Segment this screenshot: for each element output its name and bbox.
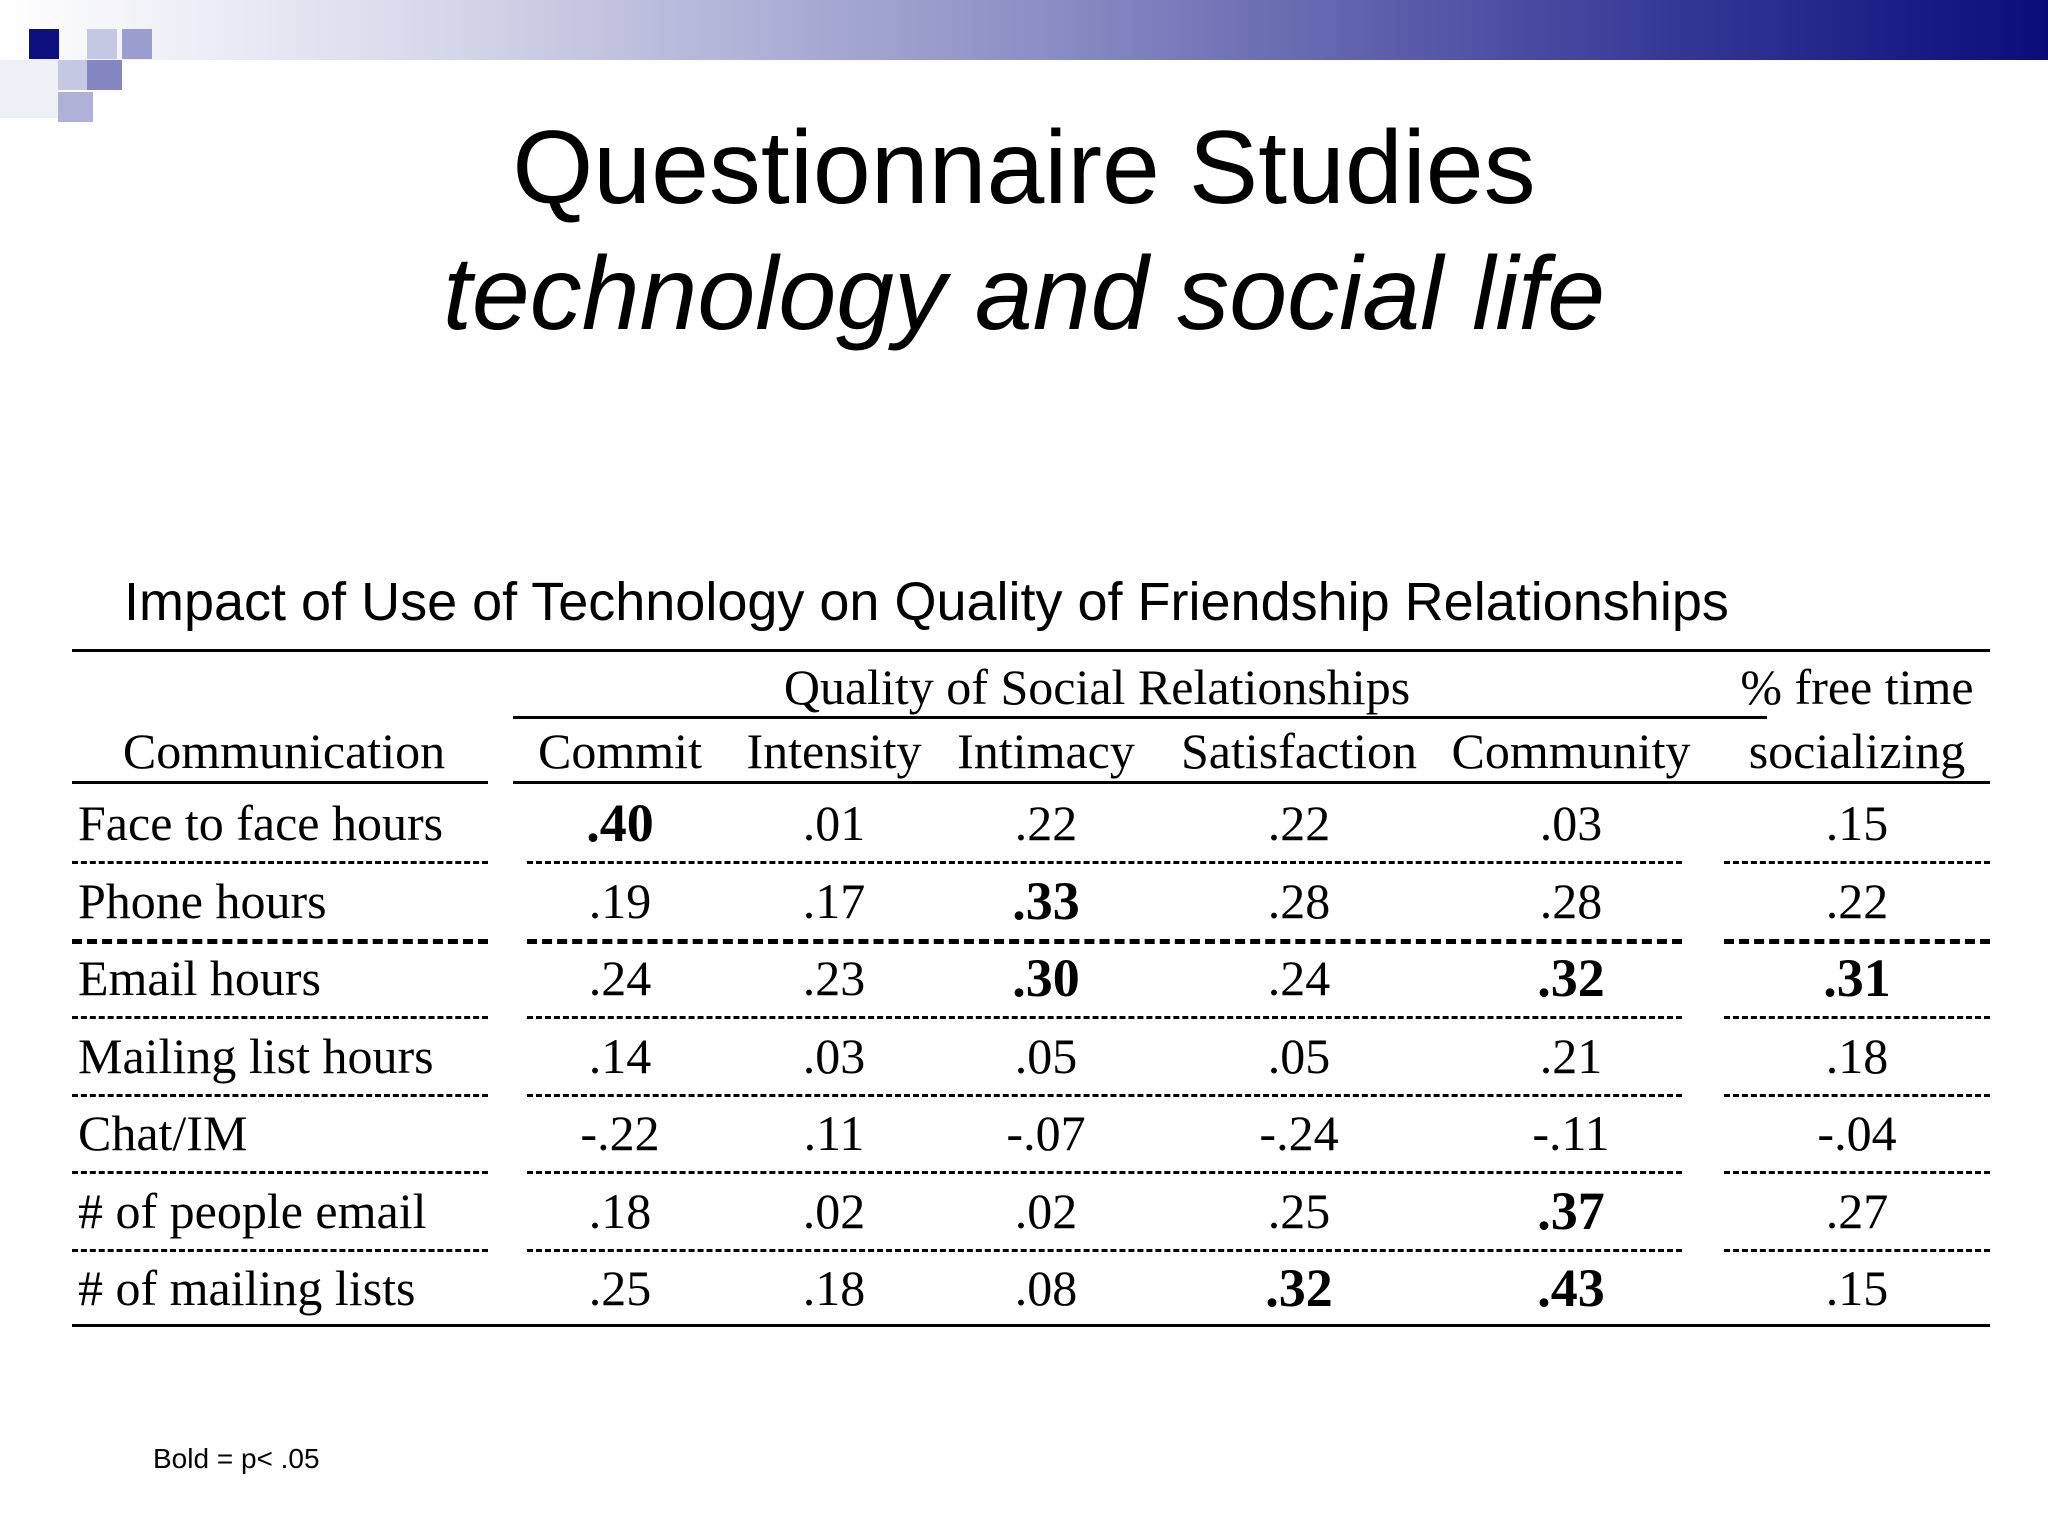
decor-square (58, 60, 88, 90)
row-divider (1724, 938, 1990, 944)
slide-title: Questionnaire Studies (512, 110, 1536, 226)
row-divider (72, 1171, 488, 1174)
table-cell: .19 (588, 872, 652, 929)
column-header-intimacy: Intimacy (957, 723, 1135, 779)
table-cell: .28 (1267, 872, 1331, 929)
header-rule-free-time (1724, 781, 1990, 784)
title-accent-band (0, 0, 2048, 60)
decor-square (29, 29, 59, 59)
row-label: Phone hours (78, 872, 327, 929)
decor-square (58, 92, 93, 122)
row-label: Face to face hours (78, 795, 444, 851)
table-cell: -.24 (1259, 1105, 1339, 1161)
table-cell: .03 (802, 1027, 866, 1084)
group-header: Quality of Social Relationships (783, 659, 1411, 715)
row-label: Email hours (78, 950, 322, 1006)
row-divider (527, 1171, 1682, 1174)
table-cell: .22 (1014, 795, 1078, 851)
column-header-satisfaction: Satisfaction (1180, 723, 1418, 779)
table-cell: .28 (1539, 872, 1603, 929)
table-bottom-rule (72, 1324, 1990, 1327)
slide-subtitle: technology and social life (442, 236, 1606, 352)
correlation-table: Quality of Social Relationships % free t… (72, 645, 1990, 1330)
row-label: # of mailing lists (78, 1260, 416, 1316)
table-cell: .32 (1265, 1258, 1333, 1318)
table-cell: .15 (1825, 795, 1889, 851)
row-label: # of people email (78, 1182, 427, 1239)
row-divider (527, 1093, 1682, 1097)
table-cell: -.07 (1006, 1105, 1086, 1161)
row-label: Chat/IM (78, 1105, 248, 1161)
table-cell: -.11 (1532, 1105, 1610, 1161)
table-cell: .02 (1014, 1182, 1078, 1239)
row-divider (1724, 1171, 1990, 1174)
header-rule-quality (513, 781, 1767, 784)
table-cell: .43 (1537, 1258, 1605, 1318)
table-caption: Impact of Use of Technology on Quality o… (124, 572, 1729, 632)
row-divider (527, 938, 1682, 944)
table-cell: .18 (588, 1182, 652, 1239)
decor-square (122, 29, 152, 59)
decor-square (0, 60, 58, 118)
row-divider (527, 1248, 1682, 1252)
table-cell: .17 (802, 872, 866, 929)
table-cell: .27 (1825, 1182, 1889, 1239)
header-rule-communication (72, 781, 488, 784)
decor-square (87, 29, 117, 59)
table-cell: .22 (1825, 872, 1889, 929)
table-cell: .40 (586, 793, 654, 853)
table-cell: .33 (1012, 870, 1080, 931)
table-cell: .24 (1267, 950, 1331, 1006)
table-cell: .11 (803, 1105, 865, 1161)
table-cell: .05 (1014, 1027, 1078, 1084)
table-cell: -.04 (1817, 1105, 1897, 1161)
table-cell: -.22 (580, 1105, 660, 1161)
free-time-header: % free time (1740, 659, 1974, 715)
row-divider (1724, 1093, 1990, 1097)
table-cell: .05 (1267, 1027, 1331, 1084)
table-cell: .31 (1823, 948, 1891, 1008)
row-divider (72, 1016, 488, 1019)
table-cell: .23 (802, 950, 866, 1006)
row-label: Mailing list hours (78, 1027, 434, 1084)
group-header-rule (513, 716, 1767, 719)
table-cell: .21 (1539, 1027, 1603, 1084)
table-cell: .37 (1537, 1180, 1605, 1241)
column-header-socializing: socializing (1748, 723, 1966, 779)
table-cell: .03 (1539, 795, 1603, 851)
row-divider (527, 861, 1682, 864)
row-divider (1724, 1016, 1990, 1019)
table-cell: .18 (802, 1260, 866, 1316)
table-cell: .01 (802, 795, 866, 851)
table-cell: .32 (1537, 948, 1605, 1008)
table-cell: .25 (588, 1260, 652, 1316)
row-divider (72, 861, 488, 864)
column-header-commit: Commit (538, 723, 702, 779)
table-cell: .02 (802, 1182, 866, 1239)
table-cell: .18 (1825, 1027, 1889, 1084)
column-header-intensity: Intensity (746, 723, 922, 779)
decor-square (87, 60, 122, 90)
row-divider (72, 1093, 488, 1097)
table-top-rule (72, 649, 1990, 652)
row-divider (72, 938, 488, 944)
row-divider (72, 1248, 488, 1252)
row-divider (527, 1016, 1682, 1019)
row-divider (1724, 861, 1990, 864)
table-cell: .24 (588, 950, 652, 1006)
table-cell: .25 (1267, 1182, 1331, 1239)
table-cell: .15 (1825, 1260, 1889, 1316)
row-divider (1724, 1248, 1990, 1252)
table-cell: .30 (1012, 948, 1080, 1008)
table-cell: .08 (1014, 1260, 1078, 1316)
table-cell: .22 (1267, 795, 1331, 851)
column-header-communication: Communication (122, 723, 446, 779)
table-cell: .14 (588, 1027, 652, 1084)
footnote: Bold = p< .05 (153, 1443, 320, 1474)
column-header-community: Community (1451, 723, 1691, 779)
